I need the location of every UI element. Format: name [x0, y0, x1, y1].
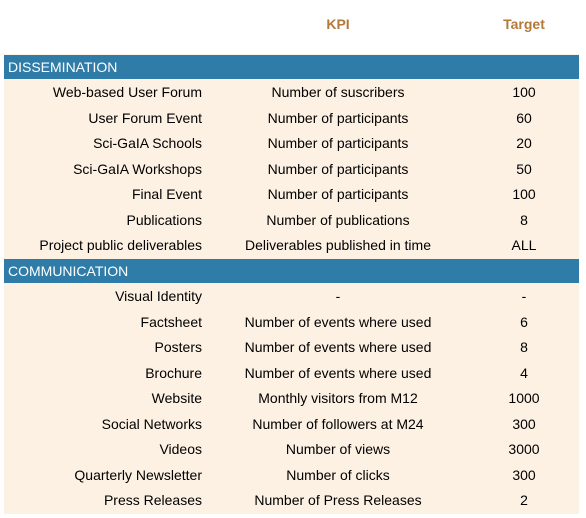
- row-target: 100: [512, 84, 536, 100]
- row-target: 50: [516, 160, 532, 177]
- row-name: Sci-GaIA Workshops: [73, 160, 202, 177]
- row-target: 300: [512, 415, 536, 432]
- table-row: Posters Number of events where used 8: [4, 335, 579, 361]
- row-name: Sci-GaIA Schools: [93, 135, 202, 151]
- row-kpi: Number of suscribers: [271, 84, 405, 100]
- kpi-table: KPI Target DISSEMINATION Web-based User …: [4, 0, 579, 514]
- section-communication-header: COMMUNICATION: [4, 259, 579, 283]
- row-target: 300: [512, 466, 536, 483]
- row-kpi: Number of clicks: [286, 466, 390, 483]
- row-target: ALL: [511, 237, 537, 253]
- row-target: 6: [520, 313, 528, 330]
- row-kpi: -: [335, 288, 341, 304]
- row-target: 4: [520, 364, 528, 381]
- row-target: 8: [520, 339, 528, 355]
- table-row: Social Networks Number of followers at M…: [4, 412, 579, 438]
- table-row: Website Monthly visitors from M12 1000: [4, 386, 579, 412]
- row-kpi: Deliverables published in time: [245, 237, 431, 253]
- row-name: Factsheet: [140, 313, 202, 330]
- row-kpi: Number of followers at M24: [252, 415, 424, 432]
- table-header: KPI Target: [4, 0, 579, 54]
- row-target: -: [521, 288, 527, 304]
- row-kpi: Number of participants: [267, 160, 409, 177]
- row-name: Videos: [159, 441, 202, 457]
- table-row: Web-based User Forum Number of suscriber…: [4, 80, 579, 106]
- row-name: Visual Identity: [115, 288, 202, 304]
- table-row: User Forum Event Number of participants …: [4, 106, 579, 132]
- row-name: Social Networks: [101, 415, 202, 432]
- row-name: Press Releases: [103, 492, 202, 508]
- row-target: 3000: [508, 441, 540, 457]
- table-row: Quarterly Newsletter Number of clicks 30…: [4, 463, 579, 489]
- row-kpi: Number of participants: [267, 135, 409, 151]
- row-kpi: Number of events where used: [244, 313, 432, 330]
- row-name: Website: [151, 390, 202, 406]
- table-row: Visual Identity - -: [4, 284, 579, 310]
- table-row: Project public deliverables Deliverables…: [4, 233, 579, 259]
- table-row: Press Releases Number of Press Releases …: [4, 488, 579, 514]
- table-row: Sci-GaIA Workshops Number of participant…: [4, 157, 579, 183]
- table-row: Brochure Number of events where used 4: [4, 361, 579, 387]
- section-title: COMMUNICATION: [8, 263, 129, 279]
- table-row: Videos Number of views 3000: [4, 437, 579, 463]
- row-target: 60: [516, 109, 532, 126]
- row-name: Posters: [154, 339, 202, 355]
- row-name: User Forum Event: [88, 109, 202, 126]
- row-kpi: Monthly visitors from M12: [258, 390, 418, 406]
- table-row: Publications Number of publications 8: [4, 208, 579, 234]
- header-kpi: KPI: [326, 16, 350, 32]
- row-name: Final Event: [131, 186, 202, 202]
- row-target: 20: [516, 135, 532, 151]
- table-row: Factsheet Number of events where used 6: [4, 310, 579, 336]
- row-kpi: Number of views: [285, 441, 391, 457]
- row-target: 100: [512, 186, 536, 202]
- header-target: Target: [503, 16, 545, 32]
- row-name: Project public deliverables: [39, 237, 202, 253]
- row-target: 1000: [508, 390, 540, 406]
- row-kpi: Number of participants: [267, 186, 409, 202]
- row-target: 2: [520, 492, 528, 508]
- row-name: Brochure: [145, 364, 202, 381]
- row-kpi: Number of participants: [267, 109, 409, 126]
- section-dissemination-header: DISSEMINATION: [4, 55, 579, 79]
- row-kpi: Number of events where used: [244, 339, 432, 355]
- section-title: DISSEMINATION: [8, 59, 118, 75]
- row-kpi: Number of publications: [266, 211, 410, 228]
- row-name: Web-based User Forum: [52, 84, 202, 100]
- row-kpi: Number of Press Releases: [254, 492, 422, 508]
- table-row: Final Event Number of participants 100: [4, 182, 579, 208]
- row-target: 8: [520, 211, 528, 228]
- row-kpi: Number of events where used: [244, 364, 432, 381]
- table-row: Sci-GaIA Schools Number of participants …: [4, 131, 579, 157]
- row-name: Quarterly Newsletter: [74, 466, 202, 483]
- row-name: Publications: [126, 211, 203, 228]
